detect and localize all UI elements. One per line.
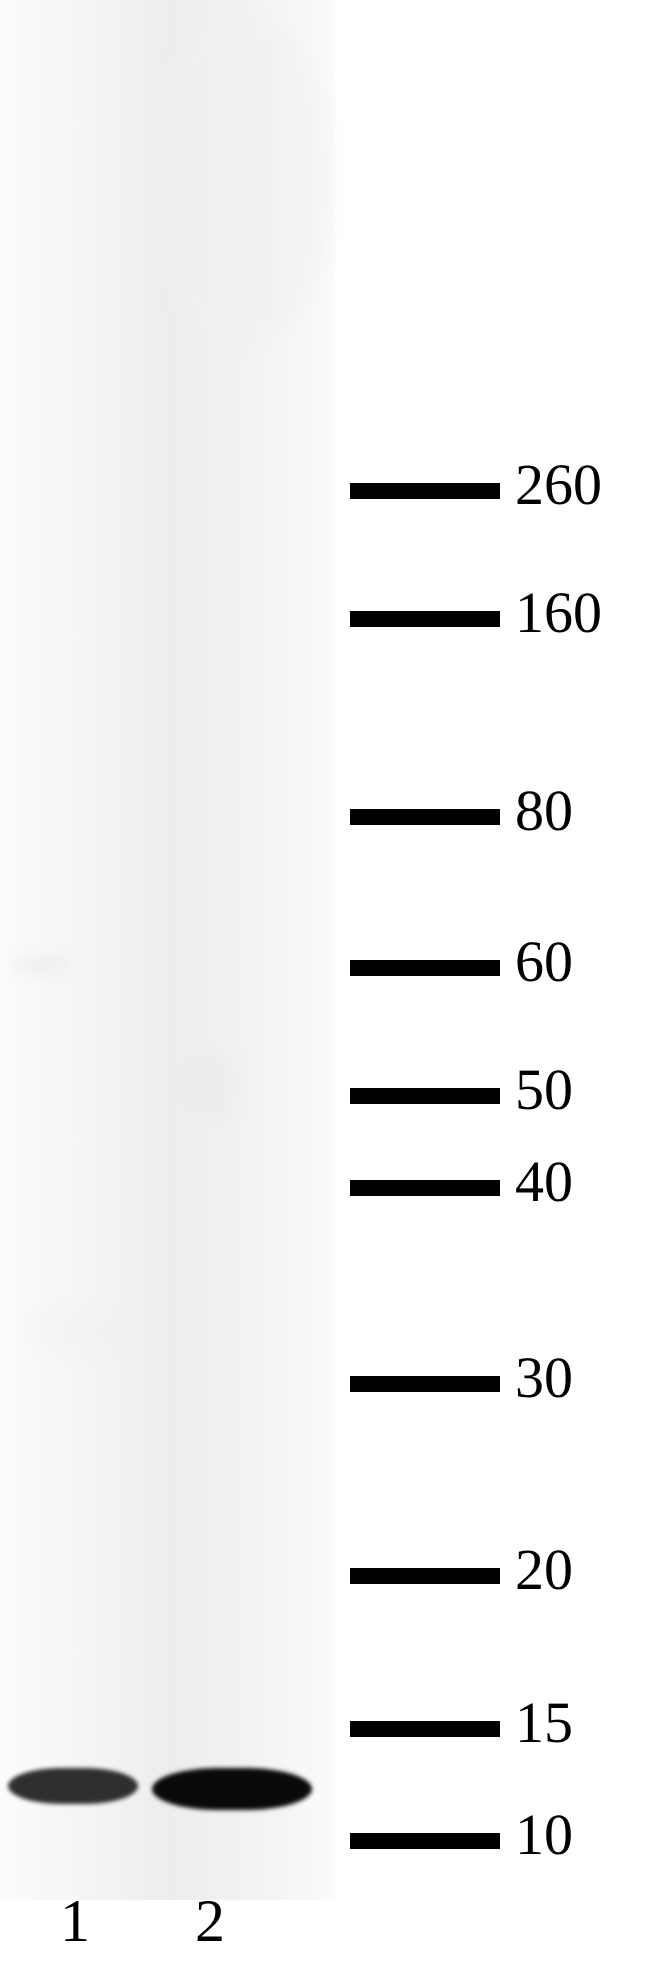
membrane-noise bbox=[160, 20, 330, 340]
marker-tick-50 bbox=[350, 1088, 500, 1104]
marker-label-10: 10 bbox=[515, 1801, 573, 1868]
protein-band-lane-2 bbox=[152, 1768, 312, 1810]
marker-tick-60 bbox=[350, 960, 500, 976]
membrane-noise bbox=[20, 1300, 140, 1360]
marker-tick-20 bbox=[350, 1568, 500, 1584]
marker-label-260: 260 bbox=[515, 451, 602, 518]
membrane-noise bbox=[10, 956, 70, 974]
marker-label-60: 60 bbox=[515, 928, 573, 995]
marker-tick-40 bbox=[350, 1180, 500, 1196]
membrane-noise bbox=[185, 1050, 235, 1120]
lane-label-1: 1 bbox=[45, 1887, 105, 1956]
marker-tick-80 bbox=[350, 809, 500, 825]
lane-label-2: 2 bbox=[180, 1887, 240, 1956]
protein-band-lane-1 bbox=[8, 1768, 138, 1804]
marker-label-160: 160 bbox=[515, 579, 602, 646]
marker-label-15: 15 bbox=[515, 1689, 573, 1756]
marker-label-80: 80 bbox=[515, 777, 573, 844]
marker-label-30: 30 bbox=[515, 1344, 573, 1411]
marker-tick-260 bbox=[350, 483, 500, 499]
marker-tick-10 bbox=[350, 1833, 500, 1849]
marker-label-20: 20 bbox=[515, 1536, 573, 1603]
marker-tick-160 bbox=[350, 611, 500, 627]
marker-label-50: 50 bbox=[515, 1056, 573, 1123]
marker-tick-15 bbox=[350, 1721, 500, 1737]
marker-label-40: 40 bbox=[515, 1148, 573, 1215]
marker-tick-30 bbox=[350, 1376, 500, 1392]
